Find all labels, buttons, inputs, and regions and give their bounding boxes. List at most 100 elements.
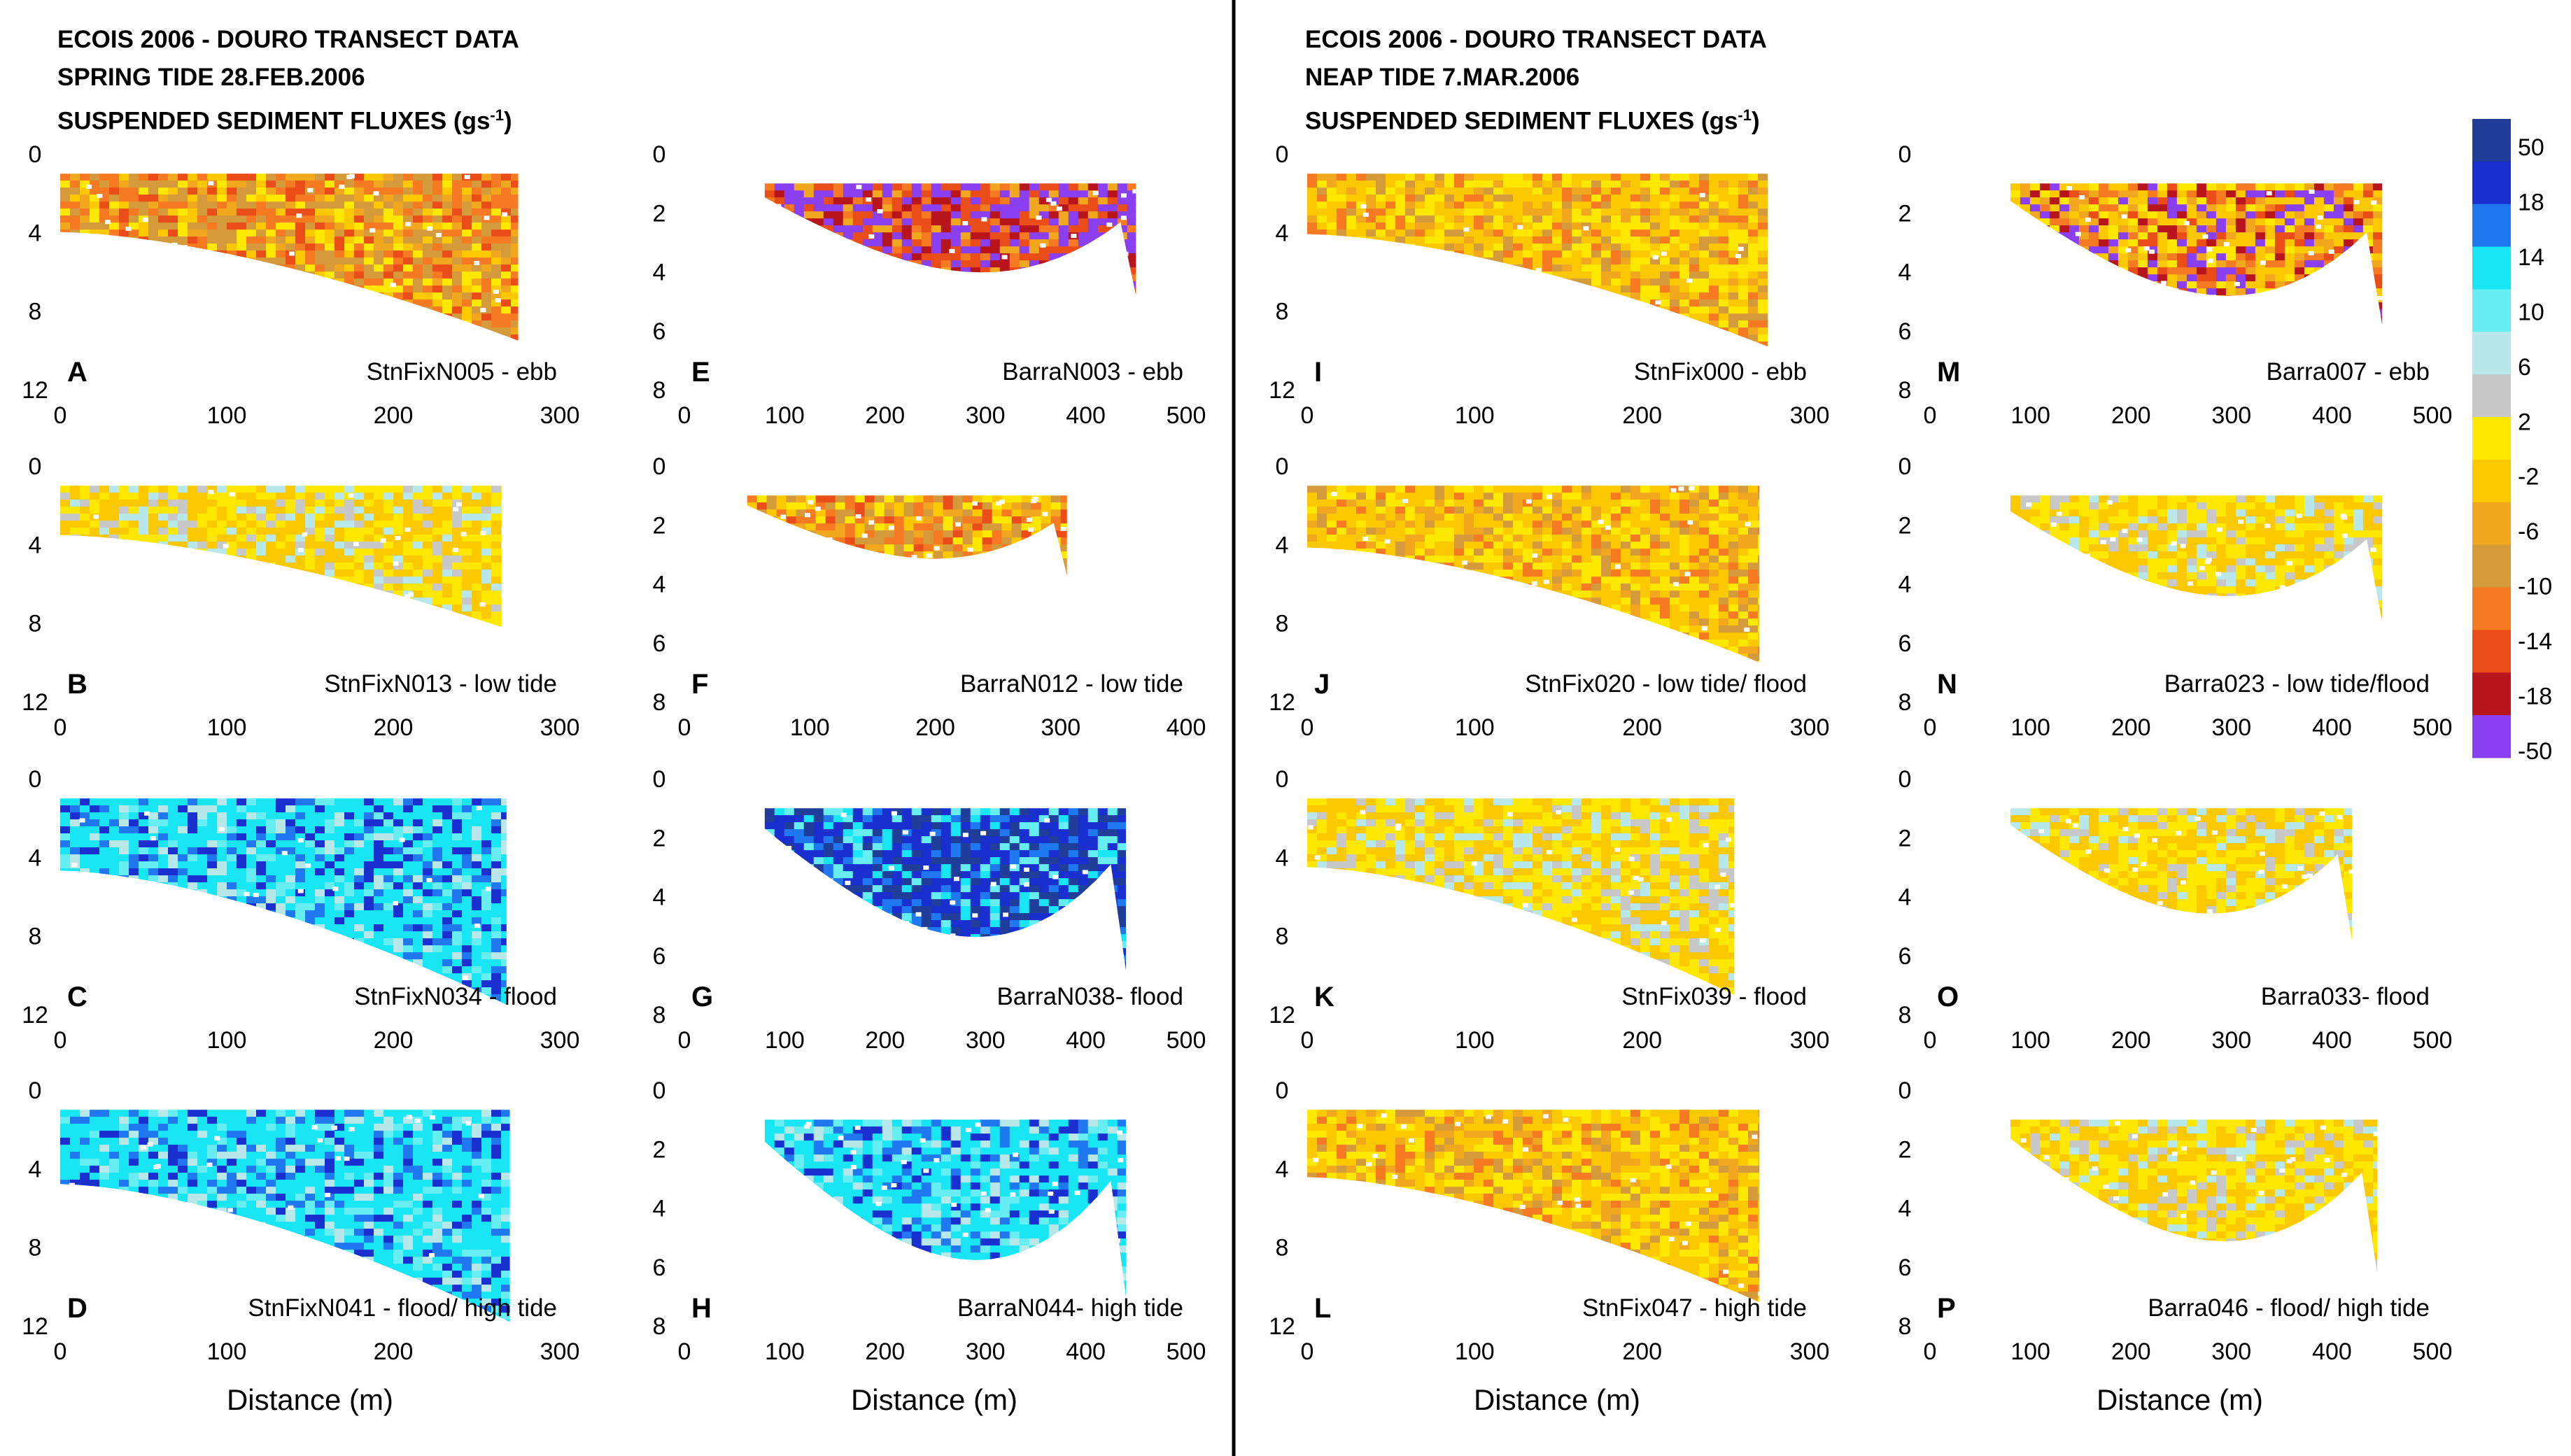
colorbar-swatch — [2472, 459, 2511, 503]
panel-G-xtick: 100 — [765, 1027, 805, 1054]
colorbar-label: 2 — [2518, 409, 2531, 435]
panel-N-xtick: 500 — [2413, 714, 2453, 741]
panel-I-ytick: 12 — [1269, 377, 1295, 404]
panel-K-ytick: 8 — [1276, 924, 1289, 950]
panel-G-letter: G — [691, 982, 713, 1012]
colorbar-swatch — [2472, 715, 2511, 758]
panel-D-label: StnFixN041 - flood/ high tide — [248, 1294, 557, 1322]
colorbar-label: 6 — [2518, 354, 2531, 381]
panel-J-xtick: 100 — [1455, 714, 1495, 741]
panel-G-ytick: 0 — [653, 766, 666, 793]
panel-C-xtick: 100 — [207, 1027, 247, 1054]
panel-B-label: StnFixN013 - low tide — [324, 670, 557, 698]
panel-C-section — [60, 798, 507, 1005]
panel-K-ytick: 4 — [1276, 844, 1289, 871]
panel-N-xtick: 200 — [2111, 714, 2151, 741]
panel-H-ytick: 8 — [653, 1313, 666, 1340]
panel-G-xtick: 0 — [678, 1027, 691, 1054]
panel-P-ytick: 8 — [1899, 1313, 1912, 1340]
panel-H-xtick: 200 — [865, 1338, 905, 1365]
panel-B-xtick: 200 — [374, 714, 414, 741]
panel-N-ytick: 8 — [1899, 689, 1912, 716]
panel-I-ytick: 4 — [1276, 220, 1289, 246]
panel-C-letter: C — [67, 982, 87, 1012]
panel-K-ytick: 0 — [1276, 766, 1289, 793]
panel-I-section — [1307, 174, 1768, 347]
colorbar-label: -10 — [2518, 574, 2552, 600]
panel-A-xtick: 200 — [374, 402, 414, 429]
panel-K-section — [1307, 798, 1735, 995]
panel-M-section — [2010, 183, 2383, 325]
panel-N-ytick: 2 — [1899, 512, 1912, 539]
colorbar-swatch — [2472, 161, 2511, 205]
colorbar-label: 10 — [2518, 299, 2544, 325]
panel-I-xtick: 300 — [1790, 402, 1830, 429]
panel-N-xtick: 400 — [2312, 714, 2352, 741]
colorbar-swatch — [2472, 119, 2511, 162]
panel-O-ytick: 2 — [1899, 825, 1912, 851]
panel-N-xtick: 0 — [1924, 714, 1937, 741]
panel-E-ytick: 8 — [653, 377, 666, 404]
panel-C-ytick: 4 — [29, 844, 42, 871]
panel-E-section — [764, 183, 1136, 296]
header-spring-line3: SUSPENDED SEDIMENT FLUXES (gs-1) — [57, 106, 512, 135]
x-axis-title-2: Distance (m) — [851, 1383, 1017, 1416]
header-neap: ECOIS 2006 - DOURO TRANSECT DATA NEAP TI… — [1305, 21, 1767, 141]
panel-M-xtick: 200 — [2111, 402, 2151, 429]
x-axis-title-1: Distance (m) — [227, 1383, 393, 1416]
panel-F-ytick: 2 — [653, 512, 666, 539]
panel-C-ytick: 0 — [29, 766, 42, 793]
header-neap-line1: ECOIS 2006 - DOURO TRANSECT DATA — [1305, 26, 1767, 53]
panel-E-label: BarraN003 - ebb — [1002, 358, 1183, 386]
panel-L-ytick: 12 — [1269, 1313, 1295, 1340]
panel-A-ytick: 0 — [29, 141, 42, 168]
x-axis-title-3: Distance (m) — [1474, 1383, 1640, 1416]
panel-F-xtick: 100 — [790, 714, 830, 741]
colorbar-label: -14 — [2518, 628, 2552, 655]
panel-M-ytick: 0 — [1899, 141, 1912, 168]
panel-N-xtick: 100 — [2010, 714, 2050, 741]
colorbar-swatch — [2472, 587, 2511, 630]
panel-O-xtick: 0 — [1924, 1027, 1937, 1054]
panel-C-xtick: 0 — [54, 1027, 67, 1054]
colorbar-swatch — [2472, 332, 2511, 375]
panel-M-label: Barra007 - ebb — [2267, 358, 2430, 386]
panel-N-section — [2010, 495, 2383, 623]
panel-G-xtick: 200 — [865, 1027, 905, 1054]
panel-L-ytick: 8 — [1276, 1235, 1289, 1261]
panel-A-ytick: 8 — [29, 299, 42, 325]
panel-K-letter: K — [1314, 982, 1334, 1012]
panel-P-ytick: 0 — [1899, 1077, 1912, 1104]
colorbar-label: -18 — [2518, 684, 2552, 710]
colorbar: 50 18 14 10 6 2 -2 -6 -10 -14 -18 -50 — [2472, 119, 2552, 765]
panel-M-xtick: 100 — [2010, 402, 2050, 429]
panel-O-ytick: 6 — [1899, 943, 1912, 970]
panel-J-label: StnFix020 - low tide/ flood — [1525, 670, 1807, 698]
panel-P-section — [2010, 1119, 2378, 1273]
header-spring-line2: SPRING TIDE 28.FEB.2006 — [57, 64, 365, 91]
colorbar-swatch — [2472, 289, 2511, 332]
colorbar-label: -50 — [2518, 738, 2552, 765]
panel-J-letter: J — [1314, 669, 1330, 700]
panel-H-xtick: 0 — [678, 1338, 691, 1365]
panel-O-xtick: 300 — [2211, 1027, 2251, 1054]
panel-G-ytick: 6 — [653, 943, 666, 970]
panel-P-xtick: 500 — [2413, 1338, 2453, 1365]
panel-D-xtick: 0 — [54, 1338, 67, 1365]
panel-O-xtick: 100 — [2010, 1027, 2050, 1054]
panel-F-ytick: 0 — [653, 453, 666, 480]
panel-C-label: StnFixN034 - flood — [354, 983, 557, 1010]
x-axis-title-4: Distance (m) — [2097, 1383, 2263, 1416]
panel-P-ytick: 2 — [1899, 1136, 1912, 1163]
panel-A-label: StnFixN005 - ebb — [367, 358, 557, 386]
panel-M-ytick: 8 — [1899, 377, 1912, 404]
panel-C-ytick: 8 — [29, 924, 42, 950]
header-spring-line1: ECOIS 2006 - DOURO TRANSECT DATA — [57, 26, 519, 53]
